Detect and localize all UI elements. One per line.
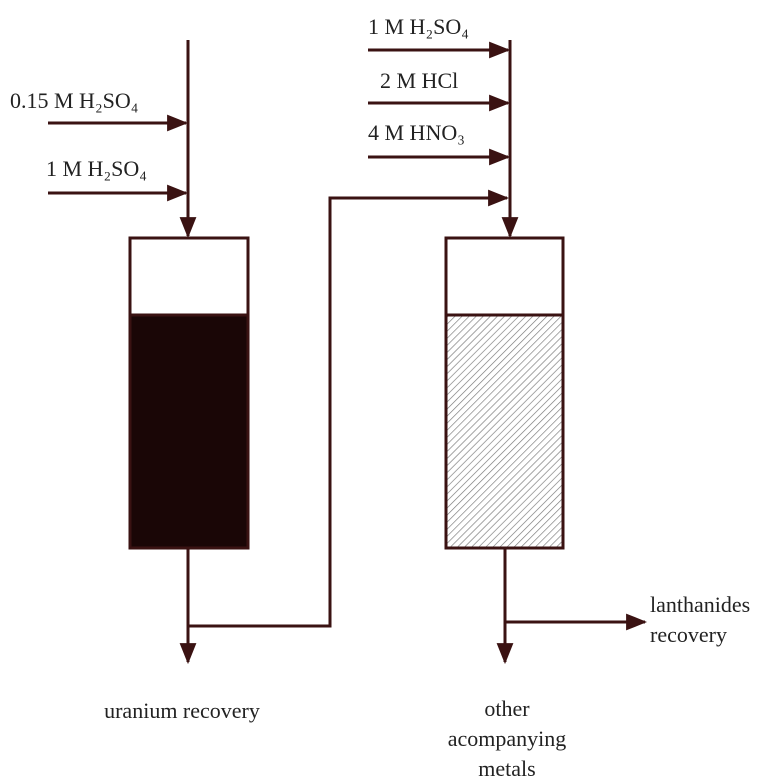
input-label: 1 M H₂SO₄ xyxy=(46,156,147,181)
output-label: uranium recovery xyxy=(104,698,260,723)
column-bed xyxy=(128,313,250,550)
column-bed xyxy=(444,313,565,550)
output-label: acompanying xyxy=(448,726,567,751)
input-label: 4 M HNO₃ xyxy=(368,120,465,145)
input-label: 0.15 M H₂SO₄ xyxy=(10,88,138,113)
output-label: other xyxy=(484,696,530,721)
output-label: metals xyxy=(478,756,535,781)
input-label: 1 M H₂SO₄ xyxy=(368,14,469,39)
output-label: lanthanides xyxy=(650,592,750,617)
transfer-line xyxy=(188,189,510,628)
output-label: recovery xyxy=(650,622,727,647)
input-label: 2 M HCl xyxy=(380,68,458,93)
